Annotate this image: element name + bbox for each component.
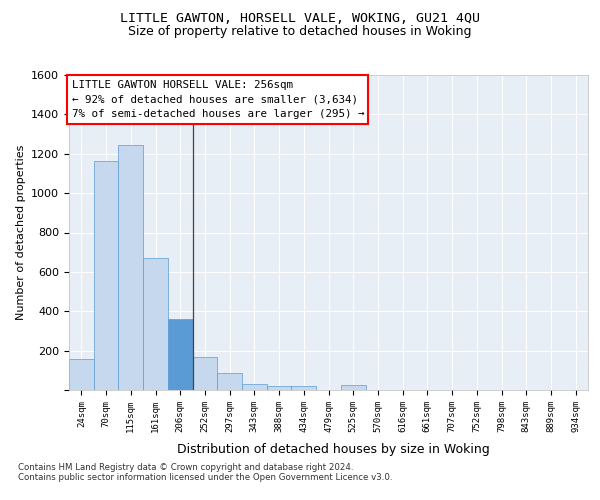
Text: Distribution of detached houses by size in Woking: Distribution of detached houses by size …	[176, 442, 490, 456]
Bar	[292, 386, 316, 390]
Text: LITTLE GAWTON, HORSELL VALE, WOKING, GU21 4QU: LITTLE GAWTON, HORSELL VALE, WOKING, GU2…	[120, 12, 480, 26]
Text: LITTLE GAWTON HORSELL VALE: 256sqm
← 92% of detached houses are smaller (3,634)
: LITTLE GAWTON HORSELL VALE: 256sqm ← 92%…	[71, 80, 364, 120]
Bar	[69, 360, 94, 390]
Bar	[94, 160, 118, 390]
Bar	[267, 386, 292, 390]
Bar	[143, 258, 168, 390]
Y-axis label: Number of detached properties: Number of detached properties	[16, 145, 26, 320]
Text: Contains HM Land Registry data © Crown copyright and database right 2024.: Contains HM Land Registry data © Crown c…	[18, 462, 353, 471]
Text: Size of property relative to detached houses in Woking: Size of property relative to detached ho…	[128, 25, 472, 38]
Bar	[118, 145, 143, 390]
Text: Contains public sector information licensed under the Open Government Licence v3: Contains public sector information licen…	[18, 472, 392, 482]
Bar	[168, 319, 193, 390]
Bar	[341, 385, 365, 390]
Bar	[242, 384, 267, 390]
Bar	[193, 356, 217, 390]
Bar	[217, 374, 242, 390]
